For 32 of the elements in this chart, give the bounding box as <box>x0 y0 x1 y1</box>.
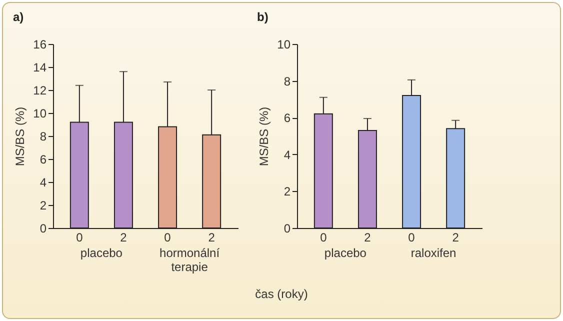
x-tick-label: 0 <box>320 230 328 244</box>
y-tick-label: 0 <box>40 222 47 236</box>
x-tick-label: 0 <box>76 230 84 244</box>
y-tick-label: 12 <box>33 84 47 98</box>
y-tick-label: 6 <box>284 111 291 126</box>
x-tick-label: 2 <box>452 230 460 244</box>
x-tick-label: 2 <box>120 230 128 244</box>
y-axis-title: MS/BS (%) <box>257 106 272 166</box>
y-tick-label: 10 <box>277 38 291 52</box>
chart-title: b) <box>257 10 268 24</box>
x-tick-label: 2 <box>208 230 216 244</box>
x-tick-label: 0 <box>408 230 416 244</box>
y-tick-label: 16 <box>33 38 47 52</box>
text: placebo <box>80 246 123 260</box>
y-tick-label: 2 <box>40 198 47 212</box>
x-axis-title: čas (roky) <box>254 287 309 301</box>
y-tick-label: 14 <box>33 60 47 74</box>
y-tick-label: 10 <box>33 106 47 120</box>
y-axis-title: MS/BS (%) <box>13 106 28 166</box>
text: raloxifen <box>410 246 456 260</box>
x-tick-label: 2 <box>364 230 372 244</box>
text: placebo <box>324 246 367 260</box>
x-tick-label: 0 <box>164 230 172 244</box>
y-tick-label: 8 <box>284 74 291 88</box>
chart-title: a) <box>13 10 24 24</box>
y-tick-label: 8 <box>40 130 47 144</box>
y-tick-label: 4 <box>40 176 47 190</box>
y-tick-label: 6 <box>40 152 47 166</box>
text: hormonální terapie <box>160 246 220 274</box>
y-tick-label: 4 <box>284 148 291 162</box>
y-tick-label: 0 <box>284 222 291 236</box>
y-tick-label: 2 <box>284 184 291 199</box>
